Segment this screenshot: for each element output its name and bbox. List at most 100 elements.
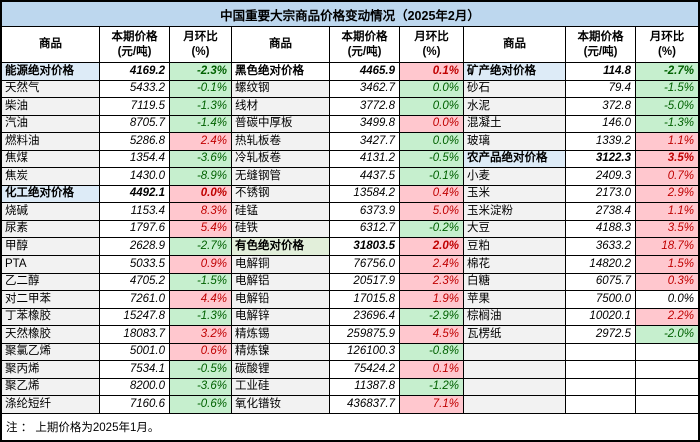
column-header-mom: 月环比 (%) [170,27,232,63]
price-cell: 7261.0 [100,291,170,309]
mom-change-cell: -0.8% [400,343,464,362]
price-cell: 259875.9 [330,326,400,344]
mom-change-cell: -1.4% [170,115,232,134]
price-cell: 4437.5 [330,168,400,186]
price-cell: 76756.0 [330,256,400,274]
price-cell: 4492.1 [100,185,170,204]
price-cell: 3462.7 [330,80,400,99]
mom-change-cell: 2.4% [170,133,232,151]
price-cell: 5286.8 [100,133,170,151]
price-cell: 4188.3 [566,220,636,239]
price-cell: 23696.4 [330,308,400,327]
mom-change-cell: 3.2% [170,326,232,344]
mom-change-cell: 2.2% [636,308,698,327]
price-cell: 4465.9 [330,63,400,81]
mom-change-cell: 4.4% [170,291,232,309]
commodity-name-cell: 尿素 [2,220,100,239]
commodity-name-cell: 矿产绝对价格 [464,63,566,81]
price-cell: 3427.7 [330,133,400,151]
commodity-name-cell: 精炼锡 [232,326,330,344]
mom-change-cell: 3.5% [636,220,698,239]
commodity-name-cell: 热轧板卷 [232,133,330,151]
mom-change-cell: -2.9% [400,308,464,327]
commodity-name-cell: 焦煤 [2,150,100,169]
column-header-price: 本期价格 (元/吨) [330,27,400,63]
price-cell: 2173.0 [566,185,636,204]
footnote: 注 ： 上期价格为2025年1月。 [2,413,698,440]
mom-change-cell: -0.6% [170,396,232,414]
commodity-name-cell: 砂石 [464,80,566,99]
mom-change-cell: -0.5% [400,150,464,169]
price-cell: 146.0 [566,115,636,134]
mom-change-cell: 2.4% [400,256,464,274]
price-cell: 2628.9 [100,238,170,257]
commodity-name-cell: 硅锰 [232,203,330,221]
mom-change-cell: 1.5% [636,256,698,274]
mom-change-cell: -3.6% [170,378,232,397]
mom-change-cell: -0.2% [400,220,464,239]
price-cell: 1153.4 [100,203,170,221]
column-header-price: 本期价格 (元/吨) [100,27,170,63]
commodity-name-cell: 甲醇 [2,238,100,257]
price-cell: 10020.1 [566,308,636,327]
mom-change-cell: 1.9% [400,291,464,309]
mom-change-cell: -1.3% [170,308,232,327]
price-cell: 1797.6 [100,220,170,239]
mom-change-cell: 0.4% [400,185,464,204]
commodity-name-cell: 涤纶短纤 [2,396,100,414]
mom-change-cell: -1.2% [400,378,464,397]
price-cell: 3499.8 [330,115,400,134]
price-cell: 13584.2 [330,185,400,204]
price-cell: 7160.6 [100,396,170,414]
commodity-name-cell: 棉花 [464,256,566,274]
mom-change-cell: -1.5% [636,80,698,99]
mom-change-cell: 1.1% [636,133,698,151]
mom-change-cell: -0.1% [400,168,464,186]
empty-cell [566,361,636,379]
commodity-name-cell: 碳酸锂 [232,361,330,379]
mom-change-cell: 1.1% [636,203,698,221]
commodity-name-cell: 能源绝对价格 [2,63,100,81]
price-cell: 31803.5 [330,238,400,257]
price-cell: 3633.2 [566,238,636,257]
commodity-name-cell: 电解铝 [232,273,330,292]
mom-change-cell: -1.5% [170,273,232,292]
mom-change-cell: -2.3% [170,63,232,81]
mom-change-cell: -3.6% [170,150,232,169]
price-cell: 7500.0 [566,291,636,309]
mom-change-cell: 0.0% [400,98,464,116]
commodity-name-cell: PTA [2,256,100,274]
price-cell: 4705.2 [100,273,170,292]
price-cell: 1339.2 [566,133,636,151]
commodity-name-cell: 冷轧板卷 [232,150,330,169]
mom-change-cell: -2.7% [636,63,698,81]
price-cell: 14820.2 [566,256,636,274]
price-cell: 20517.9 [330,273,400,292]
price-cell: 4131.2 [330,150,400,169]
mom-change-cell: 2.3% [400,273,464,292]
mom-change-cell: 0.6% [170,343,232,362]
price-cell: 5433.2 [100,80,170,99]
commodity-name-cell: 电解铜 [232,256,330,274]
mom-change-cell: 4.5% [400,326,464,344]
commodity-name-cell: 硅铁 [232,220,330,239]
empty-cell [636,378,698,397]
commodity-name-cell: 电解铅 [232,291,330,309]
mom-change-cell: 0.9% [170,256,232,274]
commodity-name-cell: 丁苯橡胶 [2,308,100,327]
price-cell: 4169.2 [100,63,170,81]
commodity-name-cell: 有色绝对价格 [232,238,330,257]
commodity-name-cell: 线材 [232,98,330,116]
mom-change-cell: 0.0% [400,133,464,151]
price-cell: 1354.4 [100,150,170,169]
empty-cell [636,361,698,379]
commodity-name-cell: 焦炭 [2,168,100,186]
commodity-name-cell: 混凝土 [464,115,566,134]
price-cell: 17015.8 [330,291,400,309]
commodity-name-cell: 天然气 [2,80,100,99]
mom-change-cell: 0.3% [636,273,698,292]
price-cell: 5033.5 [100,256,170,274]
commodity-name-cell: 氧化镨钕 [232,396,330,414]
mom-change-cell: 0.1% [400,63,464,81]
